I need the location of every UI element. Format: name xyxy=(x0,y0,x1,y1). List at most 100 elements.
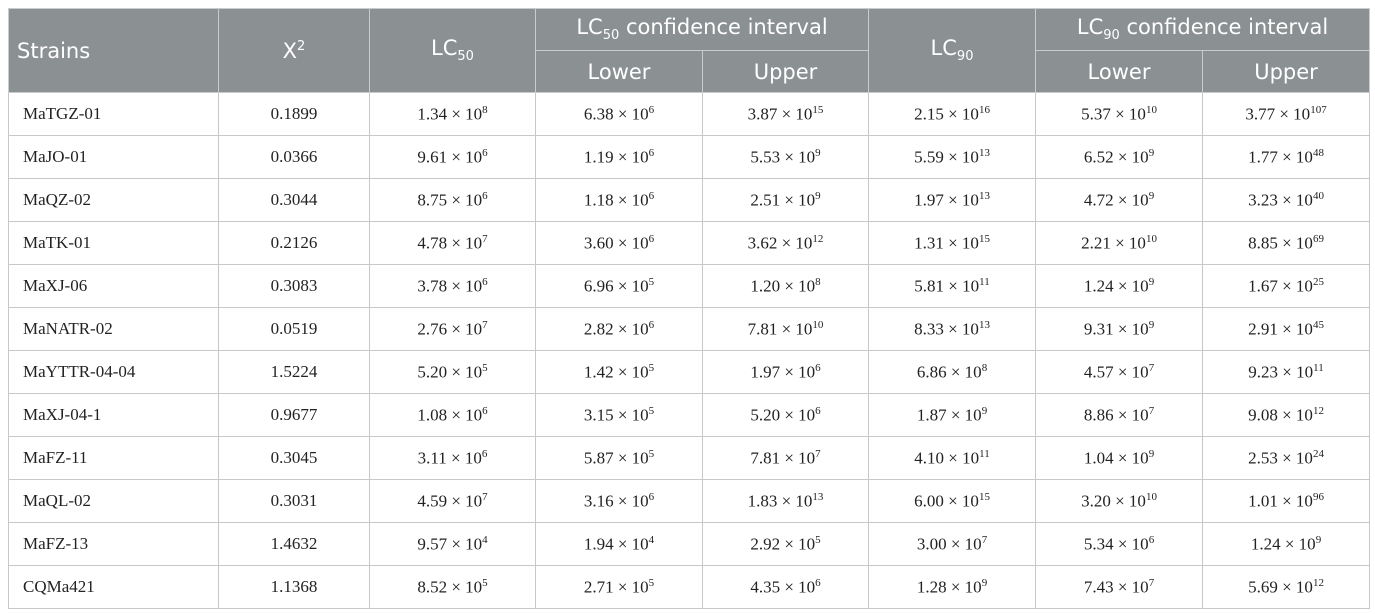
cell-base: 8.52 × 10 xyxy=(417,577,483,597)
cell-exponent: 6 xyxy=(815,576,821,589)
cell-base: 1.04 × 10 xyxy=(1083,448,1149,468)
cell-exponent: 48 xyxy=(1312,146,1324,159)
table-cell: 2.21 × 1010 xyxy=(1035,221,1204,265)
table-cell: 5.20 × 105 xyxy=(369,350,536,394)
table-cell: 9.31 × 109 xyxy=(1035,307,1204,351)
table-cell: 9.61 × 106 xyxy=(369,135,536,179)
table-row: MaQZ-02 0.3044 8.75 × 106 1.18 × 106 2.51 × … xyxy=(8,178,1371,222)
cell-base: 8.85 × 10 xyxy=(1248,233,1313,253)
table-cell: 1.77 × 1048 xyxy=(1202,135,1371,179)
table-cell: 4.35 × 106 xyxy=(701,565,870,609)
cell-exponent: 9 xyxy=(815,189,821,202)
cell-base: 7.43 × 10 xyxy=(1083,577,1149,597)
cell-exponent: 6 xyxy=(648,318,655,331)
header-text: confidence interval xyxy=(1119,15,1329,40)
cell-exponent: 9 xyxy=(1148,189,1155,202)
table-cell: 1.97 × 1013 xyxy=(868,178,1037,222)
table-cell: 2.82 × 106 xyxy=(535,307,703,351)
table-cell: 1.01 × 1096 xyxy=(1202,479,1371,523)
cell-base: 1.34 × 10 xyxy=(417,104,483,124)
cell-base: 2.15 × 10 xyxy=(914,104,979,124)
table-cell: 8.85 × 1069 xyxy=(1202,221,1371,265)
table-row: MaYTTR-04-04 1.5224 5.20 × 105 1.42 × 105 1.… xyxy=(8,350,1371,394)
cell-exponent: 5 xyxy=(815,533,821,546)
table-cell: MaXJ-04-1 xyxy=(8,393,219,437)
cell-exponent: 4 xyxy=(482,533,488,546)
cell-base: 5.81 × 10 xyxy=(914,276,980,296)
table-cell: 8.86 × 107 xyxy=(1035,393,1204,437)
table-cell: MaFZ-13 xyxy=(8,522,219,566)
table-cell: 3.00 × 107 xyxy=(868,522,1037,566)
cell-base: 3.78 × 10 xyxy=(417,276,483,296)
table-cell: 5.53 × 109 xyxy=(701,135,870,179)
table-cell: 5.87 × 105 xyxy=(535,436,703,480)
header-text: LC xyxy=(1076,15,1104,40)
cell-base: 9.61 × 10 xyxy=(417,147,483,167)
table-body: MaTGZ-01 0.1899 1.34 × 108 6.38 × 106 3.87 ×… xyxy=(8,92,1371,609)
table-cell: 5.34 × 106 xyxy=(1035,522,1204,566)
cell-exponent: 9 xyxy=(815,146,821,159)
table-cell: 1.67 × 1025 xyxy=(1202,264,1371,308)
table-cell: MaTGZ-01 xyxy=(8,92,219,136)
cell-exponent: 24 xyxy=(1312,447,1324,460)
cell-text: 0.3031 xyxy=(270,491,318,510)
table-cell: 3.16 × 106 xyxy=(535,479,703,523)
column-header: Strains xyxy=(8,8,219,93)
table-row: MaQL-02 0.3031 4.59 × 107 3.16 × 106 1.83 × … xyxy=(8,479,1371,523)
table-cell: 7.81 × 1010 xyxy=(701,307,870,351)
table-cell: CQMa421 xyxy=(8,565,219,609)
table-cell: 1.18 × 106 xyxy=(535,178,703,222)
table-cell: 2.76 × 107 xyxy=(369,307,536,351)
cell-exponent: 7 xyxy=(1148,361,1155,374)
cell-exponent: 5 xyxy=(648,404,655,417)
cell-text: 1.5224 xyxy=(270,362,318,381)
table-cell: 3.77 × 10107 xyxy=(1202,92,1371,136)
cell-base: 1.19 × 10 xyxy=(583,147,649,167)
cell-exponent: 5 xyxy=(482,361,488,374)
cell-base: 3.87 × 10 xyxy=(747,104,813,124)
table-cell: 1.19 × 106 xyxy=(535,135,703,179)
results-table: Strains X2 LC50 LC50 confidence interval LC9… xyxy=(8,8,1371,609)
cell-exponent: 7 xyxy=(482,232,488,245)
cell-base: 4.72 × 10 xyxy=(1083,190,1149,210)
table-cell: 5.69 × 1012 xyxy=(1202,565,1371,609)
cell-base: 3.62 × 10 xyxy=(747,233,813,253)
cell-base: 1.83 × 10 xyxy=(747,491,813,511)
table-cell: MaXJ-06 xyxy=(8,264,219,308)
cell-exponent: 9 xyxy=(1148,275,1155,288)
table-cell: 6.96 × 105 xyxy=(535,264,703,308)
table-cell: 1.5224 xyxy=(218,350,370,394)
header-superscript: 2 xyxy=(297,38,306,54)
table-cell: 5.20 × 106 xyxy=(701,393,870,437)
cell-exponent: 10 xyxy=(812,318,824,331)
table-row: MaNATR-02 0.0519 2.76 × 107 2.82 × 106 7.81 … xyxy=(8,307,1371,351)
cell-exponent: 6 xyxy=(1148,533,1155,546)
table-row: MaFZ-11 0.3045 3.11 × 106 5.87 × 105 7.81 × … xyxy=(8,436,1371,480)
cell-exponent: 9 xyxy=(1315,533,1322,546)
table-cell: 9.57 × 104 xyxy=(369,522,536,566)
cell-base: 2.92 × 10 xyxy=(750,534,816,554)
table-cell: 3.20 × 1010 xyxy=(1035,479,1204,523)
cell-base: 6.00 × 10 xyxy=(914,491,979,511)
cell-text: MaFZ-13 xyxy=(23,534,89,553)
cell-text: MaTGZ-01 xyxy=(23,104,102,123)
table-cell: 8.33 × 1013 xyxy=(868,307,1037,351)
cell-text: 1.1368 xyxy=(270,577,318,596)
cell-text: 0.3044 xyxy=(270,190,318,209)
subheader-row: Lower Upper Lower Upper xyxy=(9,50,1371,93)
cell-base: 1.94 × 10 xyxy=(583,534,649,554)
cell-base: 3.15 × 10 xyxy=(583,405,649,425)
header-subscript: 50 xyxy=(602,28,620,44)
table-cell: MaNATR-02 xyxy=(8,307,219,351)
cell-base: 4.78 × 10 xyxy=(417,233,483,253)
table-cell: 8.52 × 105 xyxy=(369,565,536,609)
table-header: Strains X2 LC50 LC50 confidence interval LC9… xyxy=(8,8,1371,93)
table-cell: 1.87 × 109 xyxy=(868,393,1037,437)
cell-base: 4.57 × 10 xyxy=(1083,362,1149,382)
cell-base: 8.33 × 10 xyxy=(914,319,979,339)
cell-exponent: 6 xyxy=(481,447,488,460)
cell-exponent: 15 xyxy=(978,232,990,245)
table-row: MaXJ-04-1 0.9677 1.08 × 106 3.15 × 105 5.20 … xyxy=(8,393,1371,437)
header-subscript: 50 xyxy=(457,49,474,65)
